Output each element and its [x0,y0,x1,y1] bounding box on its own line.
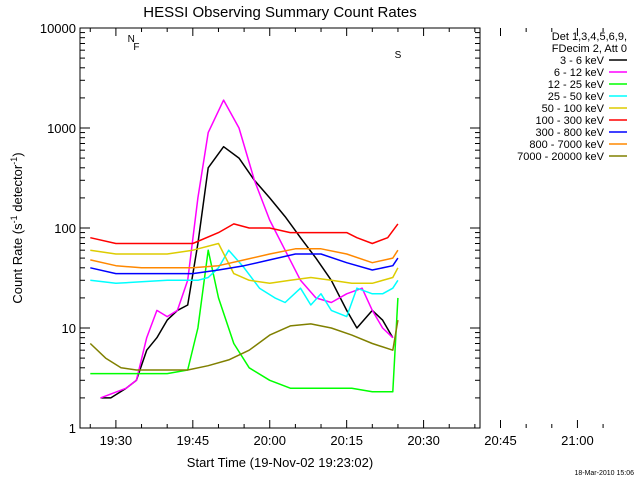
x-tick-label: 20:00 [253,433,286,448]
series-line-50-100-kev [90,242,399,285]
y-axis: 1 10 100 1000 10000 [40,21,480,436]
x-tick-label: 19:30 [100,433,133,448]
mode-marker-layer: NF S [128,34,402,61]
data-layer [89,99,399,399]
series-line-25-50-kev [90,249,399,318]
legend-label: 50 - 100 keV [542,103,605,115]
footer-timestamp: 18-Mar-2010 15:06 [574,470,634,477]
legend-label: 25 - 50 keV [548,91,605,103]
y-tick-label: 10 [62,321,76,336]
series-line-7000-20000-kev [89,319,399,371]
series-line-800-7000-kev [90,248,399,269]
series-line-12-25-kev [90,249,399,393]
series-line-6-12-kev [100,99,394,399]
legend-header: Det 1,3,4,5,6,9, [552,31,627,43]
x-tick-label: 20:15 [330,433,363,448]
x-tick-label: 20:30 [407,433,440,448]
y-axis-label: Count Rate (s-1 detector-1) [9,152,25,303]
legend-label: 3 - 6 keV [560,55,605,67]
mode-marker-f: F [133,42,139,53]
mode-marker-s: S [395,50,402,61]
legend-label: 6 - 12 keV [554,67,605,79]
y-tick-label: 1000 [47,121,76,136]
x-axis: 19:30 19:45 20:00 20:15 20:30 20:45 21:00 [89,28,604,448]
legend-header: FDecim 2, Att 0 [552,43,627,55]
x-tick-label: 19:45 [177,433,210,448]
x-axis-label: Start Time (19-Nov-02 19:23:02) [187,455,373,470]
y-axis-label-middle: detector [10,164,25,215]
x-tick-label: 20:45 [484,433,517,448]
legend-label: 7000 - 20000 keV [517,151,605,163]
y-tick-label: 1 [69,421,76,436]
y-tick-label: 100 [54,221,76,236]
y-axis-label-exponent: -1 [9,157,19,165]
x-tick-label: 21:00 [561,433,594,448]
legend-label: 800 - 7000 keV [529,139,604,151]
legend-label: 100 - 300 keV [536,115,605,127]
chart-title: HESSI Observing Summary Count Rates [143,4,416,21]
mode-marker-n: N [128,34,135,45]
series-line-100-300-kev [90,223,399,245]
y-axis-label-exponent: -1 [9,215,19,223]
series-line-300-800-kev [90,253,399,275]
legend-label: 12 - 25 keV [548,79,605,91]
legend: Det 1,3,4,5,6,9, FDecim 2, Att 0 3 - 6 k… [517,31,627,163]
y-axis-label-prefix: Count Rate (s [10,223,25,304]
legend-label: 300 - 800 keV [536,127,605,139]
y-axis-label-suffix: ) [10,152,25,156]
y-tick-label: 10000 [40,21,76,36]
